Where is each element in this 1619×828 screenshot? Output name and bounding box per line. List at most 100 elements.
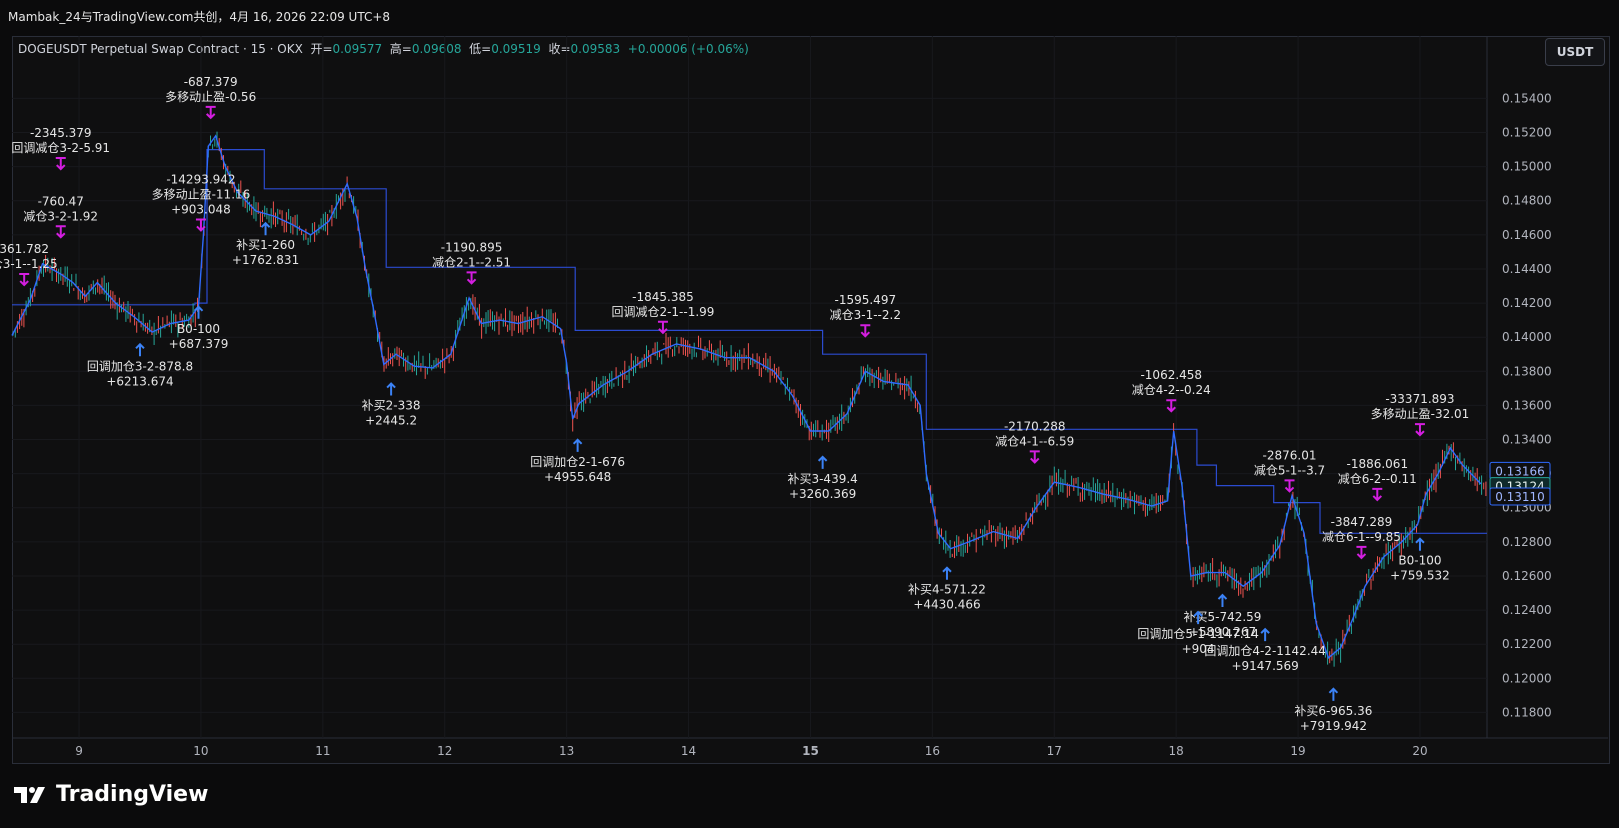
sell-signal-marker[interactable]	[1166, 399, 1177, 413]
close-label: 收=	[548, 42, 571, 56]
x-tick-label: 17	[1047, 744, 1062, 758]
buy-signal-label: 回调加仓5-1-1147.14	[1137, 627, 1259, 641]
y-tick-label: 0.15400	[1502, 91, 1552, 105]
y-tick-label: 0.12200	[1502, 637, 1552, 651]
sell-signal-label: -687.379	[184, 75, 238, 89]
open-value: 0.09577	[332, 42, 383, 56]
buy-signal-marker[interactable]	[193, 305, 204, 319]
x-tick-label: 14	[681, 744, 696, 758]
buy-signal-label: +3260.369	[789, 487, 856, 501]
sell-signal-marker[interactable]	[55, 157, 66, 171]
buy-signal-marker[interactable]	[135, 342, 145, 357]
buy-signal-label: +1762.831	[232, 253, 299, 267]
sell-signal-marker[interactable]	[1029, 450, 1040, 464]
chart-attribution: Mambak_24与TradingView.com共创，4月 16, 2026 …	[8, 10, 391, 24]
buy-signal-marker[interactable]	[1415, 537, 1425, 551]
sell-signal-marker[interactable]	[657, 320, 668, 335]
sell-signal-marker[interactable]	[195, 218, 206, 232]
x-tick-label: 15	[802, 744, 819, 758]
sell-signal-label: 多移动止盈-11.16	[152, 187, 251, 201]
y-tick-label: 0.14000	[1502, 330, 1552, 344]
x-tick-label: 11	[315, 744, 330, 758]
sell-signal-label: 减仓4-1--6.59	[995, 434, 1074, 448]
x-tick-label: 20	[1412, 744, 1427, 758]
sell-signal-marker[interactable]	[1372, 487, 1383, 502]
moving-average-line	[11, 134, 1482, 659]
sell-signal-label: -1595.497	[835, 293, 897, 307]
sell-signal-marker[interactable]	[55, 225, 66, 239]
symbol-title[interactable]: DOGEUSDT Perpetual Swap Contract · 15 · …	[18, 42, 303, 56]
price-tag-label: 0.13166	[1495, 464, 1545, 478]
sell-signal-marker[interactable]	[19, 273, 30, 287]
y-tick-label: 0.12400	[1502, 603, 1552, 617]
buy-signal-marker[interactable]	[1193, 610, 1203, 625]
sell-signal-marker[interactable]	[205, 105, 216, 120]
x-tick-label: 13	[559, 744, 574, 758]
close-value: 0.09583	[570, 42, 621, 56]
price-tag	[1489, 487, 1551, 506]
sell-signal-label: -1886.061	[1346, 457, 1408, 471]
buy-signal-label: 回调加仓4-2-1142.44	[1204, 644, 1326, 658]
sell-signal-marker[interactable]	[466, 271, 477, 285]
y-tick-label: 0.14600	[1502, 228, 1552, 242]
buy-signal-label: +7919.942	[1300, 719, 1367, 733]
y-tick-label: 0.13400	[1502, 433, 1552, 447]
chart-pane[interactable]	[12, 36, 1610, 764]
tradingview-logo-icon	[14, 786, 45, 803]
sell-signal-label: -2345.379	[30, 126, 92, 140]
x-tick-label: 12	[437, 744, 452, 758]
buy-signal-label: +4430.466	[913, 598, 980, 612]
sell-signal-label: 减仓4-2--0.24	[1132, 383, 1211, 397]
y-tick-label: 0.12800	[1502, 535, 1552, 549]
tradingview-brand[interactable]: TradingView	[14, 782, 208, 807]
buy-signal-label: +759.532	[1390, 569, 1450, 583]
buy-signal-label: 补买4-571.22	[908, 583, 986, 597]
sell-signal-marker[interactable]	[860, 324, 871, 338]
sell-signal-marker[interactable]	[1284, 479, 1295, 493]
x-tick-label: 19	[1290, 744, 1305, 758]
buy-signal-marker[interactable]	[817, 455, 828, 469]
sell-signal-label: +903.048	[171, 202, 231, 216]
buy-signal-marker[interactable]	[1217, 593, 1228, 608]
sell-signal-label: 减仓6-2--0.11	[1338, 472, 1417, 486]
high-label: 高=	[389, 42, 412, 56]
buy-signal-marker[interactable]	[572, 438, 583, 452]
sell-signal-label: -1062.458	[1140, 368, 1202, 382]
currency-unit-button[interactable]: USDT	[1545, 38, 1605, 66]
sell-signal-label: -33371.893	[1385, 392, 1454, 406]
buy-signal-label: 回调加仓2-1-676	[530, 455, 625, 469]
y-tick-label: 0.14800	[1502, 194, 1552, 208]
sell-signal-label: 减仓3-1--2.2	[830, 308, 901, 322]
buy-signal-label: 补买3-439.4	[787, 472, 857, 486]
sell-signal-label: -2876.01	[1263, 448, 1317, 462]
sell-signal-label: 多移动止盈-0.56	[165, 90, 256, 104]
symbol-legend: DOGEUSDT Perpetual Swap Contract · 15 · …	[18, 40, 749, 57]
sell-signal-marker[interactable]	[1414, 423, 1425, 437]
buy-signal-marker[interactable]	[1328, 687, 1339, 701]
x-tick-label: 10	[193, 744, 208, 758]
buy-signal-marker[interactable]	[942, 566, 952, 580]
x-tick-label: 9	[75, 744, 83, 758]
buy-signal-label: +904	[1182, 642, 1215, 656]
low-value: 0.09519	[491, 42, 541, 56]
sell-signal-label: -3847.289	[1331, 515, 1393, 529]
buy-signal-marker[interactable]	[1260, 627, 1270, 642]
buy-signal-label: 回调加仓3-2-878.8	[87, 359, 193, 373]
buy-signal-label: +9147.569	[1231, 659, 1298, 673]
sell-signal-label: 361.782	[0, 242, 49, 256]
sell-signal-label: 减仓2-1--2.51	[432, 255, 511, 269]
stop-level-step-line	[12, 149, 1487, 534]
price-tag-label: 0.13110	[1495, 490, 1545, 504]
sell-signal-label: 回调减仓3-2-5.91	[11, 141, 110, 155]
high-value: 0.09608	[411, 42, 462, 56]
y-tick-label: 0.12600	[1502, 569, 1552, 583]
buy-signal-label: 补买6-965.36	[1294, 704, 1372, 718]
sell-signal-label: 回调减仓2-1--1.99	[611, 305, 714, 319]
buy-signal-marker[interactable]	[260, 221, 271, 236]
buy-signal-marker[interactable]	[386, 382, 396, 396]
y-tick-label: 0.13800	[1502, 364, 1552, 378]
brand-name: TradingView	[56, 782, 209, 807]
sell-signal-marker[interactable]	[1356, 545, 1367, 560]
sell-signal-label: -14293.942	[166, 172, 235, 186]
